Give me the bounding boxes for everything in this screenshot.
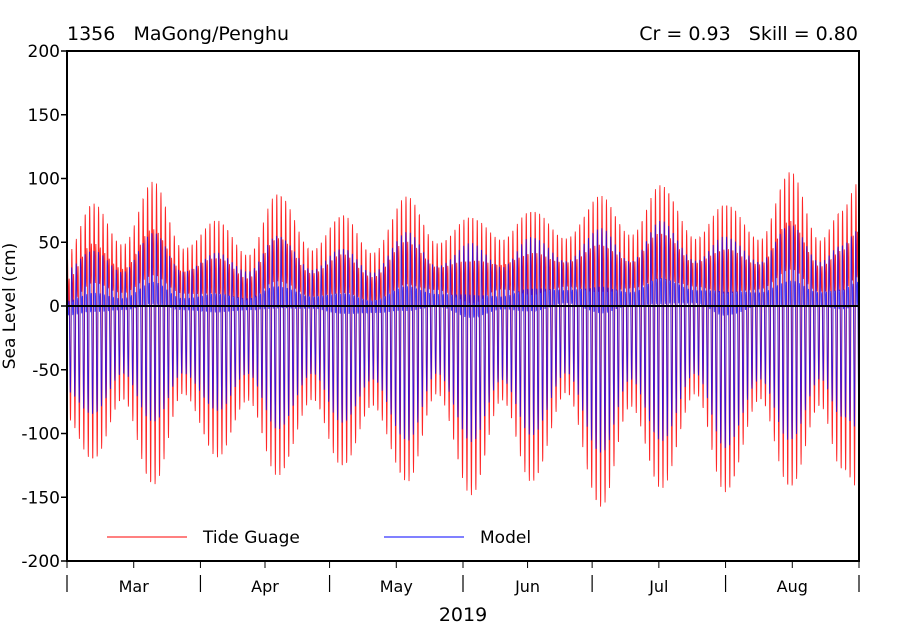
y-tick-label: -150 — [21, 488, 60, 508]
y-tick-label: 0 — [49, 297, 60, 317]
y-tick-label: -50 — [32, 361, 60, 381]
y-axis-label: Sea Level (cm) — [0, 243, 20, 370]
legend-label-model: Model — [480, 528, 531, 548]
series-line — [67, 220, 859, 453]
series-layer — [67, 172, 859, 507]
x-month-label: Aug — [777, 577, 808, 596]
x-month-label: Mar — [119, 577, 150, 596]
x-axis-label: 2019 — [439, 604, 487, 626]
y-tick-label: 150 — [28, 106, 60, 126]
legend-label-tide-guage: Tide Guage — [202, 528, 300, 548]
y-tick-label: 100 — [28, 170, 60, 190]
y-tick-label: 200 — [28, 42, 60, 62]
chart-title-stats: Cr = 0.93 Skill = 0.80 — [639, 23, 858, 45]
y-tick-label: -200 — [21, 552, 60, 572]
x-month-label: Jul — [648, 577, 668, 596]
x-month-label: Apr — [251, 577, 279, 596]
y-tick-label: 50 — [38, 233, 60, 253]
y-axis: 200 150 100 50 0 -50 -100 -150 -200 — [21, 42, 67, 572]
x-axis: Mar Apr May Jun Jul Aug — [66, 561, 860, 596]
y-tick-label: -100 — [21, 425, 60, 445]
series-model — [67, 220, 859, 453]
x-month-label: Jun — [514, 577, 540, 596]
x-month-label: May — [380, 577, 413, 596]
chart-title-station: 1356 MaGong/Penghu — [67, 23, 289, 45]
legend: Tide Guage Model — [107, 528, 531, 548]
